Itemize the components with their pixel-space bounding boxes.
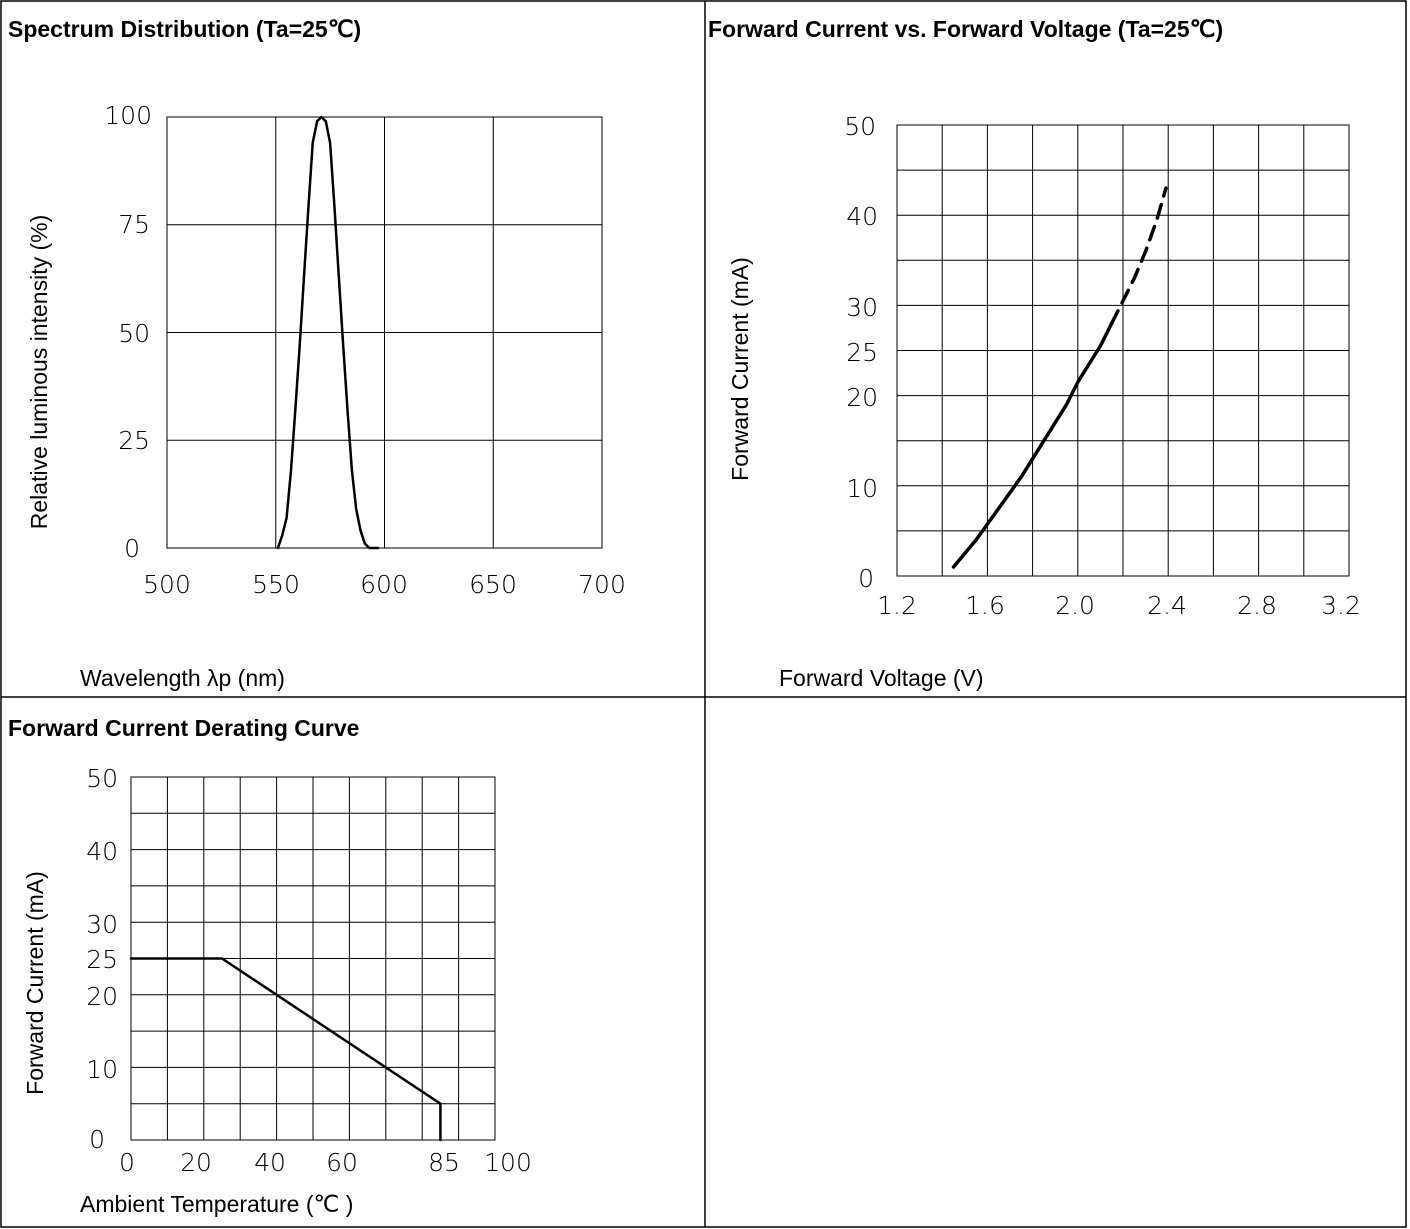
- y-tick-label: 40: [86, 837, 118, 866]
- iv-series: [951, 186, 1168, 569]
- y-axis-label: Forward Current (mA): [727, 257, 753, 481]
- x-tick-label: 2.8: [1237, 591, 1277, 620]
- y-tick-label: 0: [89, 1125, 105, 1154]
- derating-x-ticks: 0 20 40 60 85 100: [119, 1148, 532, 1177]
- x-tick-label: 1.2: [877, 591, 917, 620]
- series-line-dashed: [1109, 186, 1168, 326]
- y-tick-label: 25: [86, 945, 118, 974]
- y-axis-label: Relative luminous intensity (%): [26, 215, 52, 529]
- iv-grid: [896, 124, 1350, 577]
- derating-series: [129, 957, 442, 1142]
- x-tick-label: 500: [143, 570, 191, 599]
- y-tick-label: 20: [86, 982, 118, 1011]
- x-axis-label: Ambient Temperature (℃ ): [80, 1191, 353, 1217]
- y-tick-label: 75: [118, 210, 150, 239]
- spectrum-x-ticks: 500 550 600 650 700: [143, 570, 626, 599]
- x-tick-label: 600: [360, 570, 408, 599]
- derating-y-ticks: 0 10 20 25 30 40 50: [86, 764, 118, 1154]
- x-axis-label: Wavelength λp (nm): [80, 665, 285, 691]
- x-tick-label: 100: [484, 1148, 532, 1177]
- x-tick-label: 700: [578, 570, 626, 599]
- iv-x-ticks: 1.2 1.6 2.0 2.4 2.8 3.2: [877, 591, 1361, 620]
- y-tick-label: 50: [844, 112, 876, 141]
- y-tick-label: 25: [118, 426, 150, 455]
- empty-panel: [706, 698, 1405, 1226]
- y-tick-label: 50: [118, 319, 150, 348]
- spectrum-chart: Spectrum Distribution (Ta=25℃) 500 550 6…: [8, 16, 626, 691]
- iv-chart-title: Forward Current vs. Forward Voltage (Ta=…: [708, 16, 1223, 42]
- x-tick-label: 60: [326, 1148, 358, 1177]
- series-line: [129, 957, 442, 1142]
- x-tick-label: 85: [428, 1148, 460, 1177]
- y-tick-label: 40: [846, 202, 878, 231]
- y-tick-label: 50: [86, 764, 118, 793]
- y-tick-label: 0: [858, 564, 874, 593]
- x-axis-label: Forward Voltage (V): [779, 665, 984, 691]
- y-tick-label: 30: [846, 293, 878, 322]
- x-tick-label: 2.0: [1055, 591, 1095, 620]
- derating-grid: [130, 776, 496, 1141]
- spectrum-series: [276, 115, 380, 550]
- derating-chart: Forward Current Derating Curve 0 20 40 6…: [8, 715, 532, 1217]
- y-tick-label: 0: [124, 534, 140, 563]
- y-tick-label: 10: [846, 474, 878, 503]
- x-tick-label: 3.2: [1321, 591, 1361, 620]
- x-tick-label: 0: [119, 1148, 135, 1177]
- spectrum-grid: [166, 116, 603, 549]
- y-tick-label: 20: [846, 383, 878, 412]
- x-tick-label: 1.6: [965, 591, 1005, 620]
- spectrum-y-ticks: 0 25 50 75 100: [104, 101, 152, 563]
- y-axis-label: Forward Current (mA): [22, 871, 48, 1095]
- y-tick-label: 25: [846, 338, 878, 367]
- x-tick-label: 20: [180, 1148, 212, 1177]
- y-tick-label: 100: [104, 101, 152, 130]
- spectrum-chart-title: Spectrum Distribution (Ta=25℃): [8, 16, 361, 42]
- x-tick-label: 650: [469, 570, 517, 599]
- x-tick-label: 40: [254, 1148, 286, 1177]
- x-tick-label: 550: [252, 570, 300, 599]
- y-tick-label: 10: [86, 1055, 118, 1084]
- x-tick-label: 2.4: [1147, 591, 1187, 620]
- series-line: [276, 115, 380, 550]
- derating-chart-title: Forward Current Derating Curve: [8, 715, 359, 741]
- iv-y-ticks: 0 10 20 25 30 40 50: [844, 112, 878, 593]
- y-tick-label: 30: [86, 910, 118, 939]
- iv-chart: Forward Current vs. Forward Voltage (Ta=…: [708, 16, 1361, 691]
- series-line: [951, 321, 1114, 569]
